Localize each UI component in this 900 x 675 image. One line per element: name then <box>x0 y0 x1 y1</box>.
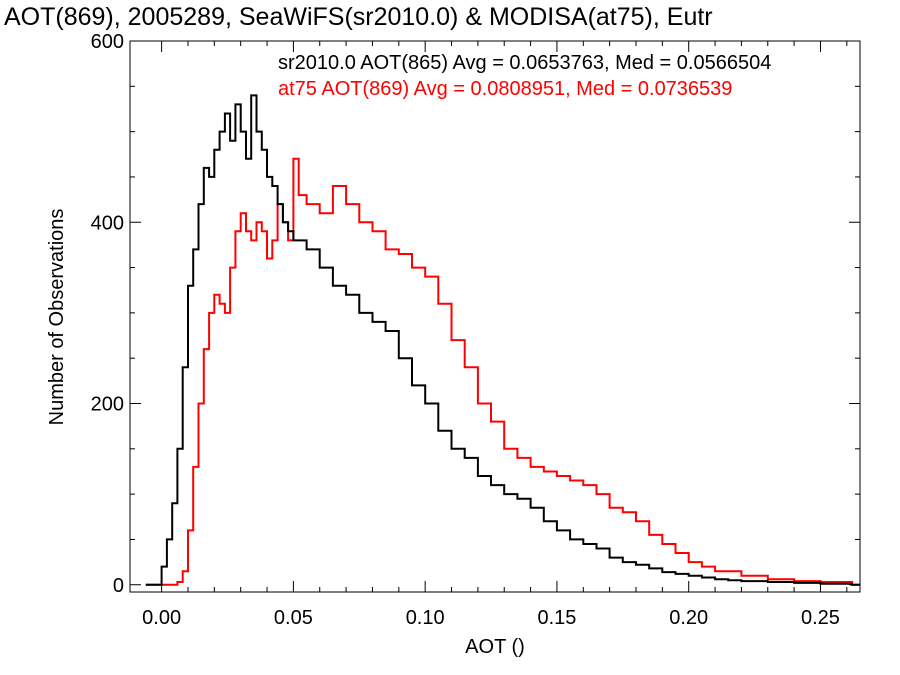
x-tick-label: 0.25 <box>801 607 840 629</box>
x-tick-label: 0.15 <box>537 607 576 629</box>
series-sr2010-line <box>145 94 860 586</box>
chart-title: AOT(869), 2005289, SeaWiFS(sr2010.0) & M… <box>4 3 713 31</box>
x-tick-label: 0.10 <box>406 607 445 629</box>
y-tick-label: 0 <box>113 575 124 597</box>
y-tick-label: 400 <box>91 212 124 234</box>
y-axis: 0 200 400 600 <box>91 31 860 597</box>
annotation-text: sr2010.0 AOT(865) Avg = 0.0653763, Med =… <box>278 52 771 74</box>
series-layer <box>145 94 860 586</box>
y-tick-label: 600 <box>91 31 124 53</box>
annotation-text: at75 AOT(869) Avg = 0.0808951, Med = 0.0… <box>278 78 732 100</box>
x-axis: 0.00 0.05 0.10 0.15 0.20 0.25 <box>142 41 848 629</box>
annotations: sr2010.0 AOT(865) Avg = 0.0653763, Med =… <box>278 52 771 100</box>
y-axis-label: Number of Observations <box>46 209 68 426</box>
y-tick-label: 200 <box>91 394 124 416</box>
x-tick-label: 0.20 <box>669 607 708 629</box>
x-tick-label: 0.00 <box>142 607 181 629</box>
x-tick-label: 0.05 <box>274 607 313 629</box>
plot-frame <box>129 40 861 593</box>
x-axis-label: AOT () <box>465 636 525 658</box>
series-at75-line <box>145 157 860 586</box>
